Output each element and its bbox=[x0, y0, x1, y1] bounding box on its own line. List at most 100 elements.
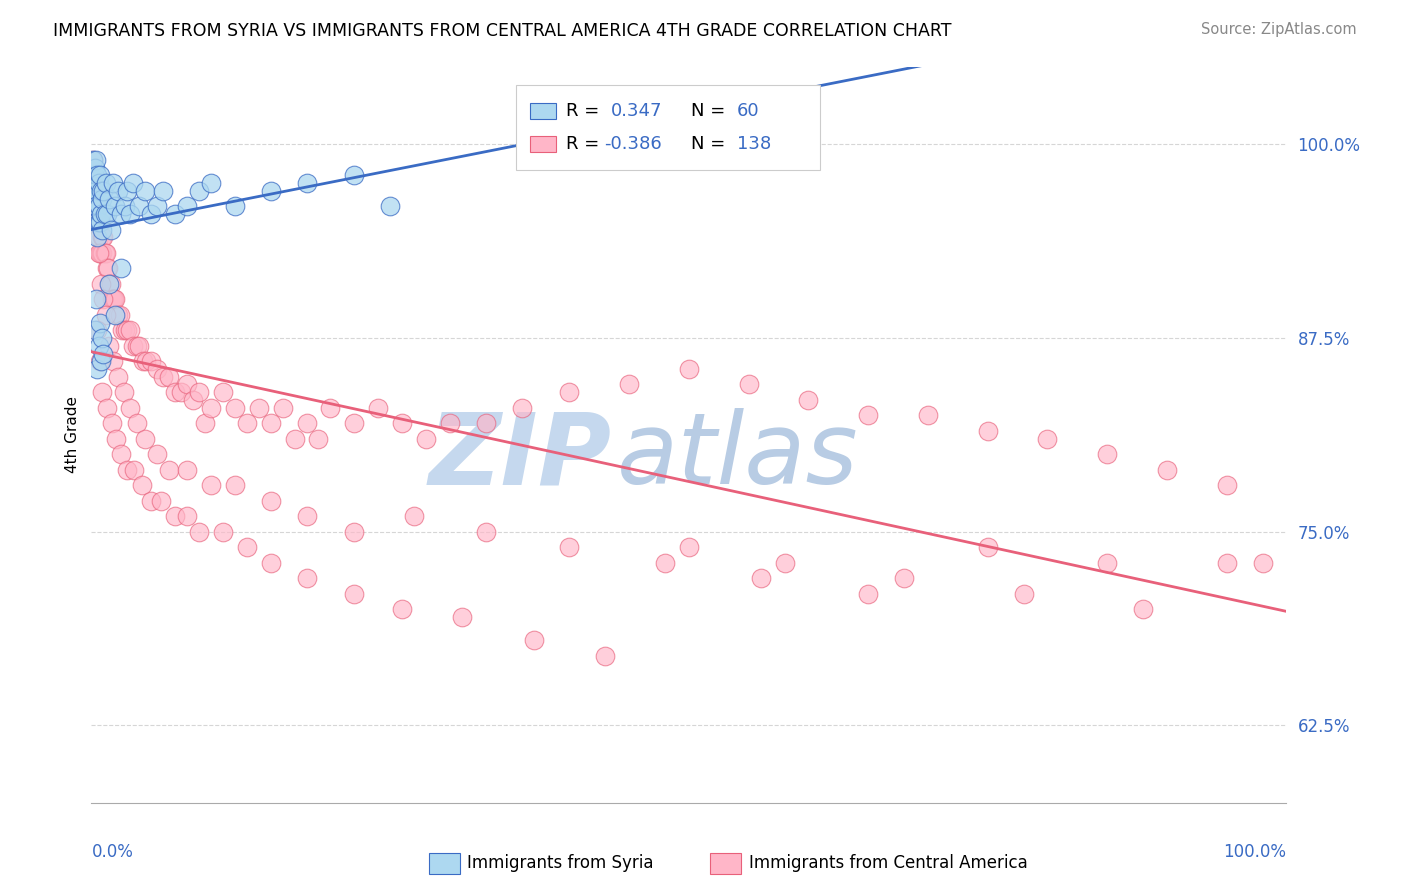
Point bbox=[100, 293, 122, 307]
Point bbox=[247, 401, 270, 415]
Point bbox=[82, 153, 104, 167]
Point bbox=[194, 416, 217, 430]
Point bbox=[87, 199, 110, 213]
Point bbox=[98, 192, 121, 206]
Point bbox=[1215, 556, 1237, 570]
Point bbox=[149, 493, 172, 508]
Point bbox=[84, 184, 107, 198]
Point bbox=[678, 362, 700, 376]
Point bbox=[141, 493, 162, 508]
Point bbox=[84, 199, 107, 213]
Point bbox=[271, 401, 294, 415]
Point bbox=[86, 230, 108, 244]
Point bbox=[91, 245, 114, 260]
Point bbox=[94, 176, 117, 190]
Point bbox=[749, 571, 772, 585]
Point bbox=[83, 169, 105, 183]
Point bbox=[163, 207, 186, 221]
Point bbox=[86, 362, 108, 376]
Point bbox=[110, 207, 132, 221]
Point bbox=[295, 416, 318, 430]
Point bbox=[101, 293, 124, 307]
Point bbox=[103, 293, 125, 307]
Point bbox=[856, 587, 880, 601]
Point bbox=[170, 385, 193, 400]
Point bbox=[157, 369, 180, 384]
Point bbox=[96, 207, 118, 221]
Point bbox=[84, 184, 107, 198]
Point bbox=[135, 354, 157, 368]
Point bbox=[86, 323, 108, 337]
Point bbox=[96, 401, 118, 415]
Point bbox=[91, 222, 114, 236]
Point bbox=[450, 610, 472, 624]
Point bbox=[773, 556, 796, 570]
Point bbox=[87, 176, 110, 190]
Point bbox=[94, 245, 117, 260]
Point bbox=[510, 401, 533, 415]
Point bbox=[797, 392, 820, 407]
Point bbox=[118, 401, 141, 415]
Point bbox=[98, 277, 121, 291]
Point bbox=[87, 199, 110, 213]
Text: 60: 60 bbox=[737, 102, 759, 120]
Point bbox=[976, 540, 998, 554]
Text: Immigrants from Central America: Immigrants from Central America bbox=[749, 855, 1028, 872]
Point bbox=[176, 377, 198, 392]
Point bbox=[101, 354, 124, 368]
Point bbox=[295, 571, 318, 585]
Point bbox=[235, 416, 259, 430]
Point bbox=[110, 261, 132, 276]
Point bbox=[259, 493, 281, 508]
Point bbox=[89, 215, 111, 229]
Text: 100.0%: 100.0% bbox=[1223, 843, 1286, 862]
Text: 0.347: 0.347 bbox=[612, 102, 662, 120]
Point bbox=[100, 222, 122, 236]
Point bbox=[200, 401, 222, 415]
Point bbox=[90, 215, 112, 229]
Point bbox=[111, 323, 134, 337]
Point bbox=[89, 169, 111, 183]
Text: Immigrants from Syria: Immigrants from Syria bbox=[467, 855, 654, 872]
Point bbox=[295, 509, 318, 524]
Point bbox=[211, 524, 233, 539]
Point bbox=[391, 602, 413, 616]
Point bbox=[1036, 432, 1059, 446]
Point bbox=[104, 199, 127, 213]
Point bbox=[163, 509, 186, 524]
Point bbox=[152, 369, 174, 384]
Point bbox=[259, 416, 281, 430]
Point bbox=[176, 199, 198, 213]
Point bbox=[114, 199, 136, 213]
Point bbox=[124, 463, 146, 477]
Point bbox=[146, 362, 169, 376]
Point bbox=[97, 261, 120, 276]
Point bbox=[132, 354, 155, 368]
Point bbox=[84, 199, 107, 213]
Point bbox=[307, 432, 329, 446]
Point bbox=[152, 184, 174, 198]
Point bbox=[107, 308, 129, 322]
Point bbox=[141, 207, 162, 221]
Point bbox=[89, 245, 111, 260]
Point bbox=[93, 207, 115, 221]
Text: IMMIGRANTS FROM SYRIA VS IMMIGRANTS FROM CENTRAL AMERICA 4TH GRADE CORRELATION C: IMMIGRANTS FROM SYRIA VS IMMIGRANTS FROM… bbox=[53, 22, 952, 40]
Y-axis label: 4th Grade: 4th Grade bbox=[65, 396, 80, 474]
Point bbox=[87, 339, 110, 353]
Point bbox=[619, 377, 641, 392]
Point bbox=[112, 385, 135, 400]
Point bbox=[259, 184, 281, 198]
Point bbox=[91, 331, 114, 345]
Point bbox=[93, 245, 115, 260]
Point bbox=[343, 169, 366, 183]
Point bbox=[107, 369, 129, 384]
Point bbox=[134, 432, 156, 446]
Point bbox=[224, 401, 246, 415]
Point bbox=[391, 416, 413, 430]
Point bbox=[90, 207, 112, 221]
Point bbox=[82, 153, 104, 167]
Point bbox=[104, 308, 127, 322]
Point bbox=[83, 169, 105, 183]
Point bbox=[98, 277, 121, 291]
Point bbox=[181, 392, 204, 407]
